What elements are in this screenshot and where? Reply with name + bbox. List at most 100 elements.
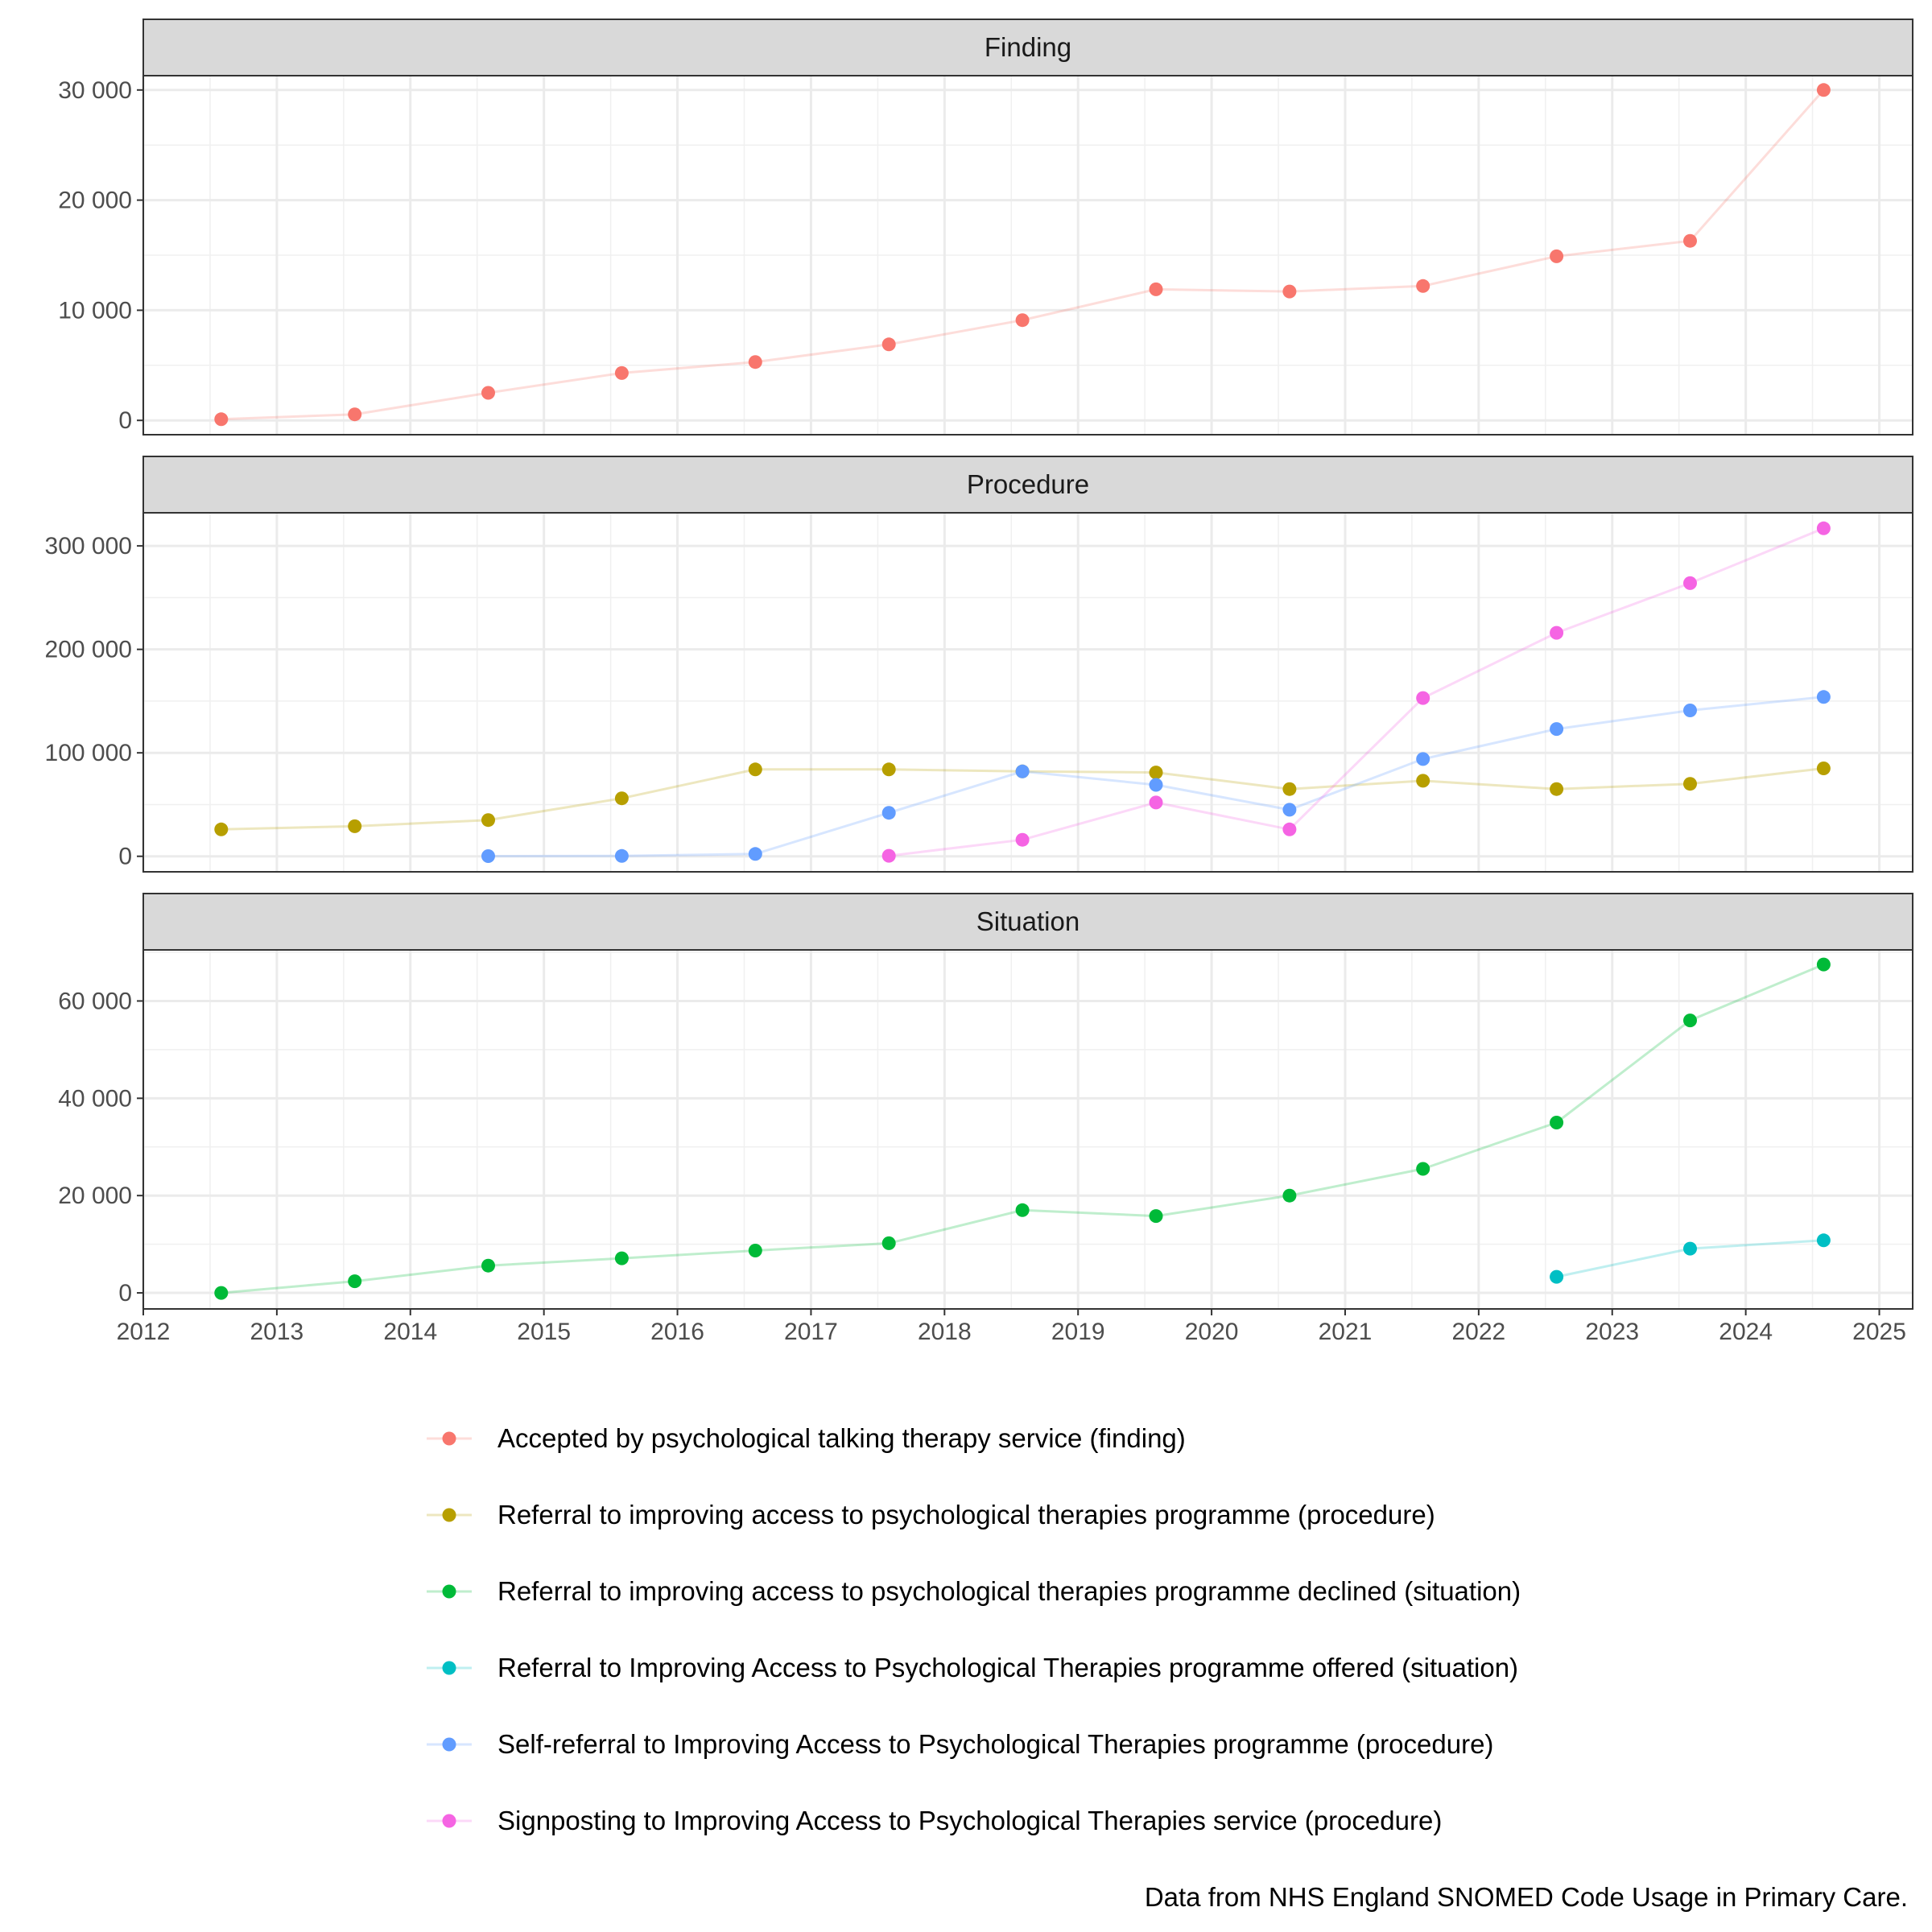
x-tick-label: 2017 [784, 1319, 838, 1345]
data-point [1816, 521, 1831, 535]
legend-key-point [442, 1584, 456, 1599]
x-tick-label: 2015 [517, 1319, 571, 1345]
legend-label: Accepted by psychological talking therap… [497, 1423, 1186, 1453]
data-point [481, 386, 495, 400]
facet-title: Procedure [967, 469, 1089, 499]
panel-border [142, 512, 1913, 873]
legend-key-point [442, 1814, 456, 1828]
legend-item: Referral to improving access to psycholo… [427, 1500, 1435, 1530]
y-tick-label: 60 000 [58, 988, 132, 1014]
y-tick-label: 0 [118, 844, 132, 870]
data-point [1149, 778, 1163, 792]
data-point [1683, 576, 1697, 590]
data-point [1416, 774, 1430, 788]
facet-strip [142, 19, 1913, 76]
data-point [214, 822, 229, 836]
facet-procedure: Procedure 0 100 000 200 000 300 000 [45, 456, 1913, 873]
data-point [1416, 752, 1430, 766]
data-point [1550, 625, 1564, 640]
y-tick-label: 20 000 [58, 188, 132, 214]
data-point [1149, 282, 1163, 296]
panel-background [143, 950, 1913, 1309]
data-point [748, 762, 762, 777]
x-tick-label: 2012 [117, 1319, 171, 1345]
y-tick-label: 40 000 [58, 1085, 132, 1112]
data-point [1416, 1162, 1430, 1176]
y-tick-label: 100 000 [45, 740, 132, 766]
data-point [1015, 1203, 1030, 1217]
data-point [1282, 822, 1297, 836]
panel-background [143, 513, 1913, 872]
data-point [1683, 1013, 1697, 1028]
facet-finding: Finding 0 10 000 20 000 30 000 [58, 19, 1913, 436]
x-tick-label: 2022 [1451, 1319, 1505, 1345]
data-point [1550, 249, 1564, 263]
facet-situation: Situation 0 20 000 40 000 60 000 [58, 893, 1913, 1310]
y-tick-label: 300 000 [45, 533, 132, 559]
data-point [1550, 782, 1564, 796]
data-point [1683, 777, 1697, 791]
legend-item: Signposting to Improving Access to Psych… [427, 1806, 1442, 1835]
data-point [1683, 1241, 1697, 1256]
legend-label: Referral to improving access to psycholo… [497, 1576, 1521, 1606]
x-tick-label: 2021 [1319, 1319, 1373, 1345]
legend-label: Referral to improving access to psycholo… [497, 1500, 1435, 1530]
y-tick-label: 10 000 [58, 297, 132, 324]
caption: Data from NHS England SNOMED Code Usage … [1145, 1882, 1908, 1912]
legend-label: Signposting to Improving Access to Psych… [497, 1806, 1442, 1835]
data-point [881, 1236, 896, 1250]
y-tick-label: 200 000 [45, 637, 132, 663]
panel-border [142, 75, 1913, 436]
legend-item: Referral to Improving Access to Psycholo… [427, 1653, 1518, 1682]
data-point [1282, 1188, 1297, 1203]
data-point [1550, 1269, 1564, 1284]
data-point [481, 813, 495, 828]
data-point [1416, 279, 1430, 293]
facet-strip [142, 456, 1913, 514]
legend-item: Self-referral to Improving Access to Psy… [427, 1729, 1493, 1759]
data-point [1416, 691, 1430, 705]
legend: Accepted by psychological talking therap… [427, 1423, 1521, 1835]
x-tick-label: 2020 [1185, 1319, 1239, 1345]
data-point [1015, 832, 1030, 847]
facet-strip [142, 893, 1913, 951]
data-point [614, 848, 629, 863]
x-axis: 2012 2013 2014 2015 2016 2017 2018 2019 2020 2021… [117, 1309, 1906, 1345]
data-point [1683, 233, 1697, 248]
legend-key-point [442, 1431, 456, 1446]
data-point [881, 337, 896, 352]
data-point [1683, 704, 1697, 717]
data-point [214, 412, 229, 427]
series-line [889, 526, 1824, 857]
data-point [1550, 722, 1564, 737]
x-tick-label: 2014 [383, 1319, 437, 1345]
data-point [1149, 795, 1163, 810]
data-point [481, 1258, 495, 1273]
data-point [348, 1274, 362, 1289]
data-point [1015, 764, 1030, 778]
x-tick-label: 2016 [650, 1319, 704, 1345]
data-point [1816, 1233, 1831, 1248]
y-tick-label: 20 000 [58, 1183, 132, 1209]
data-point [1282, 782, 1297, 796]
data-point [881, 848, 896, 863]
x-tick-label: 2019 [1051, 1319, 1105, 1345]
facet-title: Finding [985, 32, 1071, 62]
y-tick-label: 0 [118, 407, 132, 434]
data-point [1816, 957, 1831, 972]
y-tick-label: 0 [118, 1280, 132, 1307]
data-point [1816, 690, 1831, 704]
x-tick-label: 2025 [1852, 1319, 1906, 1345]
facet-panels: Finding 0 10 000 20 000 30 000 Procedure 0 100 … [45, 19, 1913, 1310]
data-point [748, 355, 762, 369]
data-point [1816, 83, 1831, 97]
x-tick-label: 2018 [918, 1319, 972, 1345]
data-point [1282, 803, 1297, 817]
y-tick-label: 30 000 [58, 77, 132, 104]
data-point [1550, 1116, 1564, 1129]
legend-key-point [442, 1508, 456, 1522]
data-point [1149, 1209, 1163, 1224]
legend-key-point [442, 1661, 456, 1675]
facet-title: Situation [976, 906, 1080, 936]
